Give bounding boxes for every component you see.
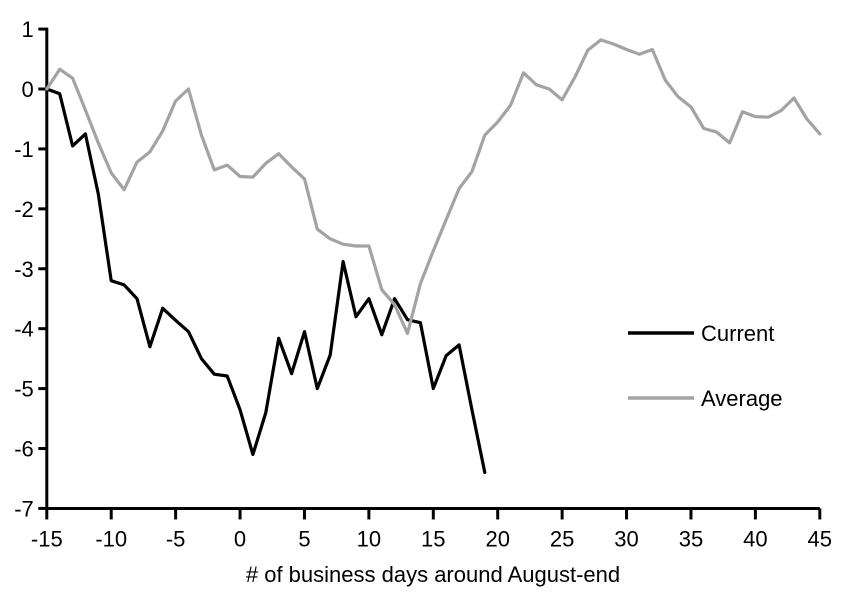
x-tick-label: -15 — [31, 526, 63, 551]
series-average-line — [45, 38, 822, 336]
series-current-line — [45, 87, 487, 475]
x-tick-label: 5 — [298, 526, 310, 551]
x-tick-label: 0 — [234, 526, 246, 551]
x-axis-title: # of business days around August-end — [246, 562, 620, 587]
y-tick-label: -5 — [14, 377, 34, 402]
axes: 10-1-2-3-4-5-6-7-15 -10 -5 0 5 10 15 20 25 30 35 40… — [14, 17, 832, 551]
legend: Current Average — [628, 321, 783, 411]
x-tick-label: 30 — [614, 526, 638, 551]
legend-label-current: Current — [701, 321, 774, 346]
y-tick-label: -2 — [14, 197, 34, 222]
x-tick-label: 10 — [357, 526, 381, 551]
y-tick-label: -6 — [14, 437, 34, 462]
y-tick-label: -7 — [14, 496, 34, 521]
x-tick-label: 40 — [743, 526, 767, 551]
x-tick-label: 45 — [808, 526, 832, 551]
y-tick-label: 0 — [22, 77, 34, 102]
series — [45, 38, 822, 475]
y-tick-label: -1 — [14, 137, 34, 162]
x-tick-label: -5 — [166, 526, 186, 551]
x-tick-label: 20 — [485, 526, 509, 551]
x-tick-label: 15 — [421, 526, 445, 551]
legend-item-current: Current — [628, 321, 774, 346]
x-tick-label: 35 — [679, 526, 703, 551]
y-tick-label: -4 — [14, 317, 34, 342]
y-tick-label: -3 — [14, 257, 34, 282]
x-tick-label: 25 — [550, 526, 574, 551]
legend-label-average: Average — [701, 386, 783, 411]
legend-item-average: Average — [628, 386, 783, 411]
y-tick-label: 1 — [22, 17, 34, 42]
x-tick-label: -10 — [95, 526, 127, 551]
